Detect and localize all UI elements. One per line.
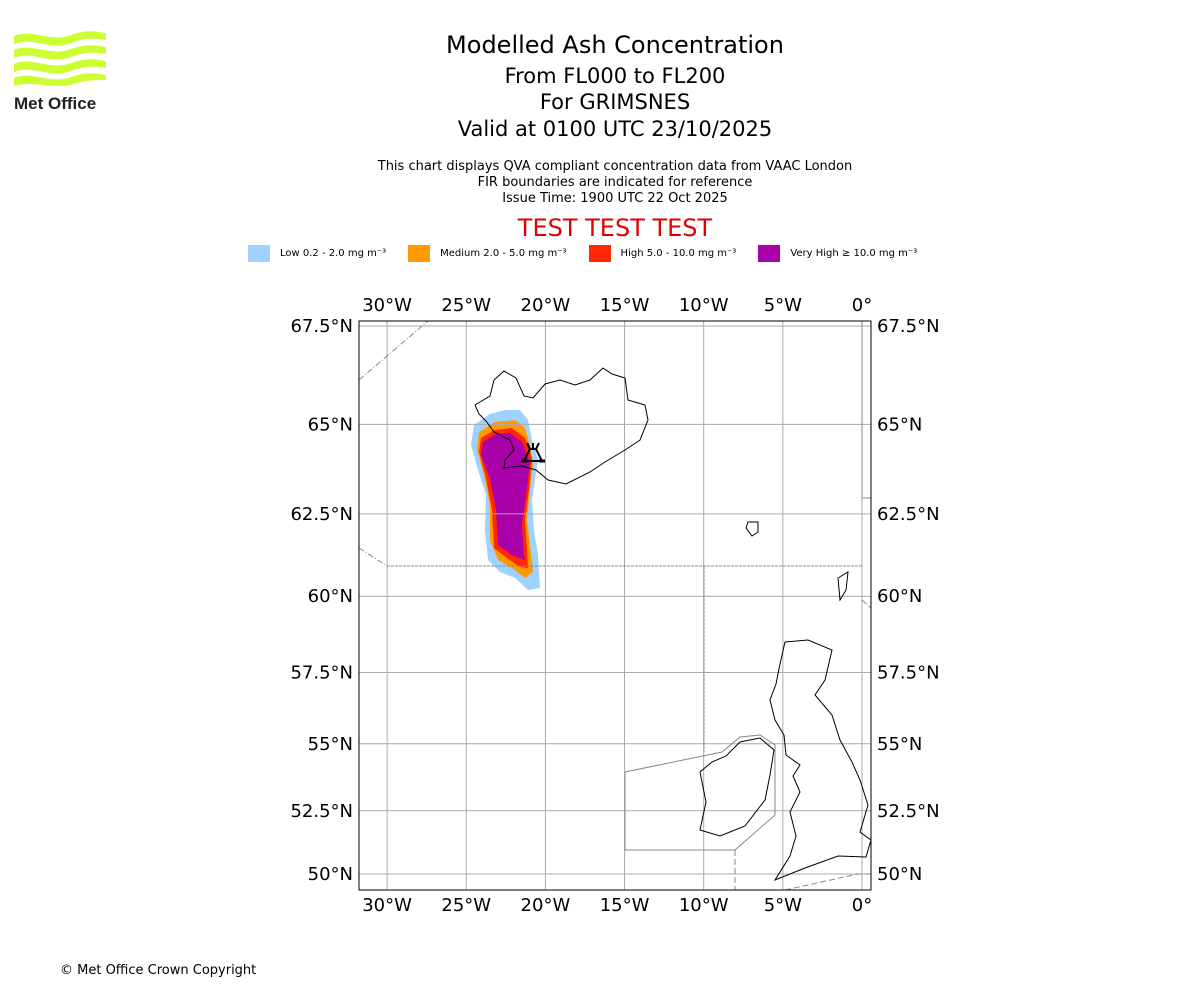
- lat-tick-label: 55°N: [308, 734, 353, 755]
- legend-swatch: [248, 245, 270, 262]
- legend-item-very-high: Very High ≥ 10.0 mg m⁻³: [758, 245, 917, 262]
- lat-tick-label: 65°N: [308, 414, 353, 435]
- lon-tick-label: 25°W: [441, 295, 491, 316]
- fir-boundaries: [359, 321, 871, 890]
- ireland-coast: [699, 737, 775, 837]
- lon-tick-label: 5°W: [764, 295, 802, 316]
- lon-tick-label: 30°W: [362, 895, 412, 916]
- lon-tick-label: 30°W: [362, 295, 412, 316]
- legend-swatch: [588, 245, 611, 262]
- legend-label: Low 0.2 - 2.0 mg m⁻³: [280, 248, 387, 259]
- scotland-england-coast: [769, 639, 871, 882]
- met-office-logo: Met Office: [14, 30, 106, 116]
- legend-label: High 5.0 - 10.0 mg m⁻³: [620, 248, 737, 259]
- copyright: © Met Office Crown Copyright: [60, 963, 257, 978]
- ash-very-high: [481, 433, 530, 560]
- valid-time: Valid at 0100 UTC 23/10/2025: [457, 117, 773, 141]
- ash-plume: [471, 410, 540, 590]
- lon-tick-label: 0°: [852, 895, 872, 916]
- legend-swatch: [408, 245, 431, 262]
- legend-label: Very High ≥ 10.0 mg m⁻³: [790, 248, 918, 259]
- lon-tick-label: 0°: [852, 295, 872, 316]
- lat-tick-label: 65°N: [877, 414, 922, 435]
- legend: Low 0.2 - 2.0 mg m⁻³ Medium 2.0 - 5.0 mg…: [248, 245, 939, 262]
- lon-tick-label: 25°W: [441, 895, 491, 916]
- lat-tick-label: 60°N: [877, 586, 922, 607]
- flight-levels: From FL000 to FL200: [504, 64, 726, 88]
- lon-tick-label: 15°W: [600, 895, 650, 916]
- lat-tick-label: 57.5°N: [877, 663, 940, 684]
- lon-tick-label: 10°W: [679, 295, 729, 316]
- lat-tick-label: 62.5°N: [877, 504, 940, 525]
- lat-tick-label: 50°N: [308, 864, 353, 885]
- lat-tick-label: 62.5°N: [290, 504, 353, 525]
- lat-tick-label: 52.5°N: [290, 801, 353, 822]
- legend-item-medium: Medium 2.0 - 5.0 mg m⁻³: [408, 245, 567, 262]
- coastlines: [474, 367, 871, 882]
- fir-note: FIR boundaries are indicated for referen…: [477, 175, 753, 190]
- axis-labels: 30°W 30°W 25°W 25°W 20°W 20°W 15°W 15°W 10°W 10°W…: [290, 295, 939, 916]
- shetland-coast: [837, 571, 849, 602]
- lat-tick-label: 57.5°N: [290, 663, 353, 684]
- lon-tick-label: 20°W: [521, 895, 571, 916]
- map-frame: [358, 320, 872, 891]
- legend-item-low: Low 0.2 - 2.0 mg m⁻³: [248, 245, 386, 262]
- lon-tick-label: 20°W: [521, 295, 571, 316]
- lon-tick-label: 15°W: [600, 295, 650, 316]
- iceland-coast: [474, 367, 649, 485]
- legend-item-high: High 5.0 - 10.0 mg m⁻³: [588, 245, 737, 262]
- lon-tick-label: 10°W: [679, 895, 729, 916]
- lat-tick-label: 67.5°N: [290, 316, 353, 337]
- lat-tick-label: 60°N: [308, 586, 353, 607]
- test-banner: TEST TEST TEST: [517, 214, 713, 242]
- volcano-name: For GRIMSNES: [539, 90, 691, 114]
- volcano-icon: [521, 442, 545, 463]
- lat-tick-label: 55°N: [877, 734, 922, 755]
- lat-tick-label: 50°N: [877, 864, 922, 885]
- faroe-coast: [745, 521, 759, 537]
- legend-label: Medium 2.0 - 5.0 mg m⁻³: [440, 248, 567, 259]
- description: This chart displays QVA compliant concen…: [377, 159, 853, 174]
- issue-time: Issue Time: 1900 UTC 22 Oct 2025: [502, 191, 728, 206]
- logo-text: Met Office: [14, 94, 96, 112]
- lon-tick-label: 5°W: [764, 895, 802, 916]
- legend-swatch: [758, 245, 781, 262]
- chart-title: Modelled Ash Concentration: [446, 31, 784, 59]
- lat-tick-label: 67.5°N: [877, 316, 940, 337]
- lat-tick-label: 52.5°N: [877, 801, 940, 822]
